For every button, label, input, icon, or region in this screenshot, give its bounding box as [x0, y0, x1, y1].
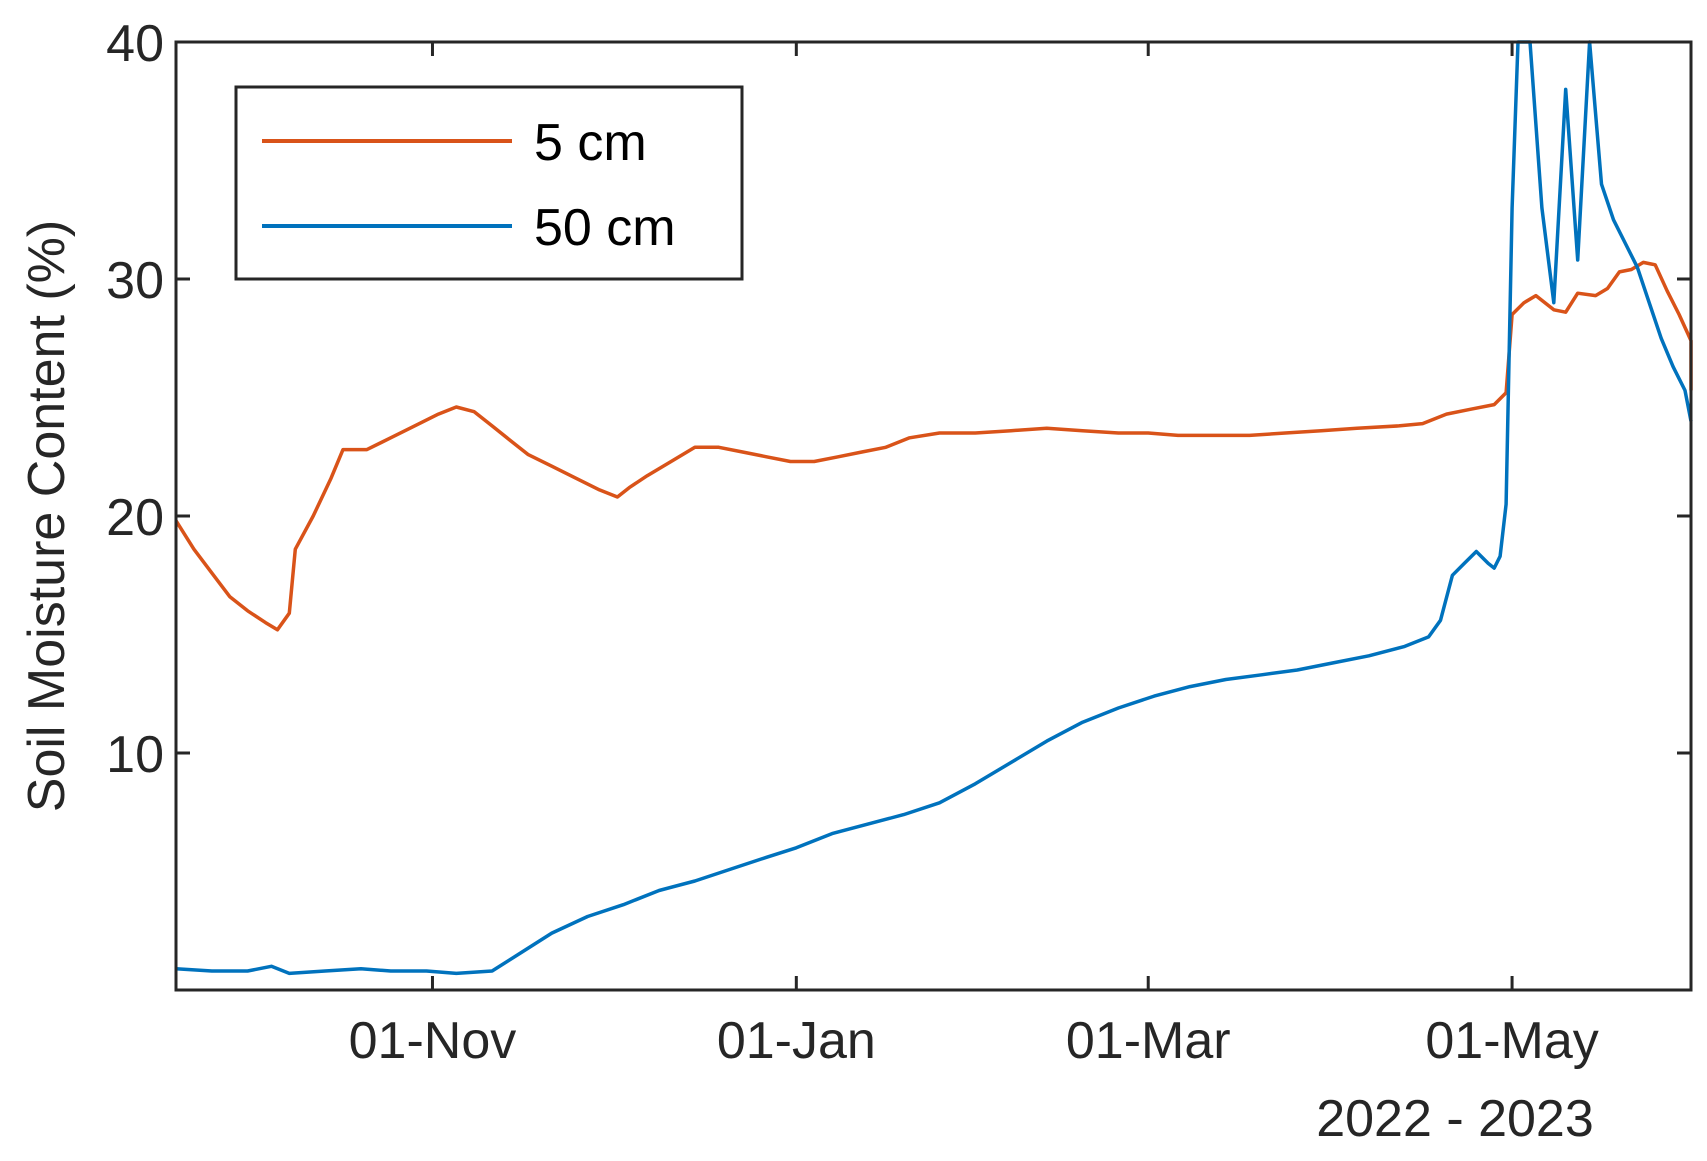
legend-label-5cm: 5 cm — [534, 114, 647, 172]
y-tick-label: 10 — [106, 726, 164, 784]
x-tick-label: 01-Jan — [717, 1012, 876, 1070]
legend-box — [234, 85, 744, 281]
legend: 5 cm 50 cm — [234, 85, 744, 281]
x-axis-label: 2022 - 2023 — [1316, 1090, 1594, 1148]
x-tick-label: 01-May — [1425, 1012, 1598, 1070]
y-tick-label: 40 — [106, 15, 164, 73]
y-tick-label: 20 — [106, 489, 164, 547]
ticks-layer: 01-Nov 01-Jan 01-Mar 01-May 10 20 30 40 — [106, 15, 1691, 1070]
y-axis-label: Soil Moisture Content (%) — [18, 220, 76, 812]
y-tick-label: 30 — [106, 252, 164, 310]
series-line-5cm — [174, 260, 1693, 632]
plot-frame — [174, 40, 1693, 992]
x-tick-label: 01-Nov — [349, 1012, 517, 1070]
legend-label-50cm: 50 cm — [534, 199, 676, 257]
x-tick-label: 01-Mar — [1066, 1012, 1231, 1070]
series-line-50cm — [175, 40, 1693, 976]
series-layer — [174, 40, 1693, 976]
